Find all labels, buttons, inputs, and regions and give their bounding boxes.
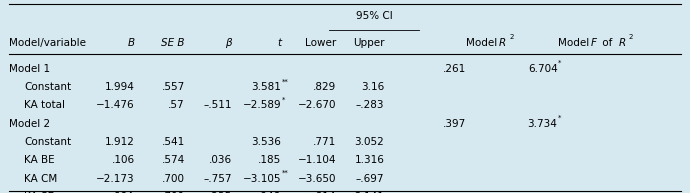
Text: .948: .948: [258, 192, 282, 193]
Text: Lower: Lower: [305, 38, 336, 48]
Text: Model: Model: [466, 38, 500, 48]
Text: −2.589: −2.589: [243, 100, 282, 110]
Text: .541: .541: [161, 137, 185, 147]
Text: −2.670: −2.670: [297, 100, 336, 110]
Text: 2: 2: [509, 34, 513, 40]
Text: .557: .557: [161, 82, 185, 92]
Text: .036: .036: [208, 155, 232, 165]
Text: −1.476: −1.476: [96, 100, 135, 110]
Text: Upper: Upper: [353, 38, 384, 48]
Text: KA SE: KA SE: [24, 192, 55, 193]
Text: .106: .106: [111, 155, 135, 165]
Text: .235: .235: [208, 192, 232, 193]
Text: .397: .397: [442, 119, 466, 129]
Text: 95% CI: 95% CI: [355, 11, 393, 21]
Text: −2.173: −2.173: [96, 174, 135, 184]
Text: Model 1: Model 1: [9, 63, 50, 74]
Text: −3.105: −3.105: [243, 174, 282, 184]
Text: –.814: –.814: [308, 192, 336, 193]
Text: *: *: [282, 97, 286, 103]
Text: .261: .261: [442, 63, 466, 74]
Text: −3.650: −3.650: [297, 174, 336, 184]
Text: KA CM: KA CM: [24, 174, 57, 184]
Text: t: t: [277, 38, 282, 48]
Text: 3.581: 3.581: [252, 82, 282, 92]
Text: SE B: SE B: [161, 38, 185, 48]
Text: –.283: –.283: [356, 100, 384, 110]
Text: KA BE: KA BE: [24, 155, 55, 165]
Text: .700: .700: [162, 174, 185, 184]
Text: −1.104: −1.104: [297, 155, 336, 165]
Text: .700: .700: [162, 192, 185, 193]
Text: 1.316: 1.316: [355, 155, 384, 165]
Text: 2: 2: [629, 34, 633, 40]
Text: *: *: [558, 115, 562, 121]
Text: .664: .664: [111, 192, 135, 193]
Text: **: **: [282, 78, 289, 85]
Text: –.757: –.757: [204, 174, 232, 184]
Text: Constant: Constant: [24, 137, 71, 147]
Text: **: **: [282, 170, 289, 176]
Text: of: of: [599, 38, 615, 48]
Text: F: F: [591, 38, 597, 48]
Text: –.511: –.511: [204, 100, 232, 110]
Text: .574: .574: [161, 155, 185, 165]
Text: 1.912: 1.912: [105, 137, 135, 147]
Text: 3.052: 3.052: [355, 137, 384, 147]
Text: B: B: [128, 38, 135, 48]
Text: .185: .185: [258, 155, 282, 165]
Text: Model/variable: Model/variable: [9, 38, 86, 48]
Text: 2.141: 2.141: [355, 192, 384, 193]
Text: 3.16: 3.16: [361, 82, 384, 92]
Text: .57: .57: [168, 100, 185, 110]
Text: Model 2: Model 2: [9, 119, 50, 129]
Text: Model: Model: [558, 38, 592, 48]
Text: 6.704: 6.704: [528, 63, 558, 74]
Text: –.697: –.697: [356, 174, 384, 184]
Text: Constant: Constant: [24, 82, 71, 92]
Text: .771: .771: [313, 137, 336, 147]
Text: .829: .829: [313, 82, 336, 92]
Text: R: R: [499, 38, 506, 48]
Text: R: R: [618, 38, 626, 48]
Text: KA total: KA total: [24, 100, 65, 110]
Text: *: *: [558, 60, 562, 66]
Text: 3.734: 3.734: [528, 119, 558, 129]
Text: β: β: [225, 38, 232, 48]
Text: 1.994: 1.994: [105, 82, 135, 92]
Text: 3.536: 3.536: [252, 137, 282, 147]
